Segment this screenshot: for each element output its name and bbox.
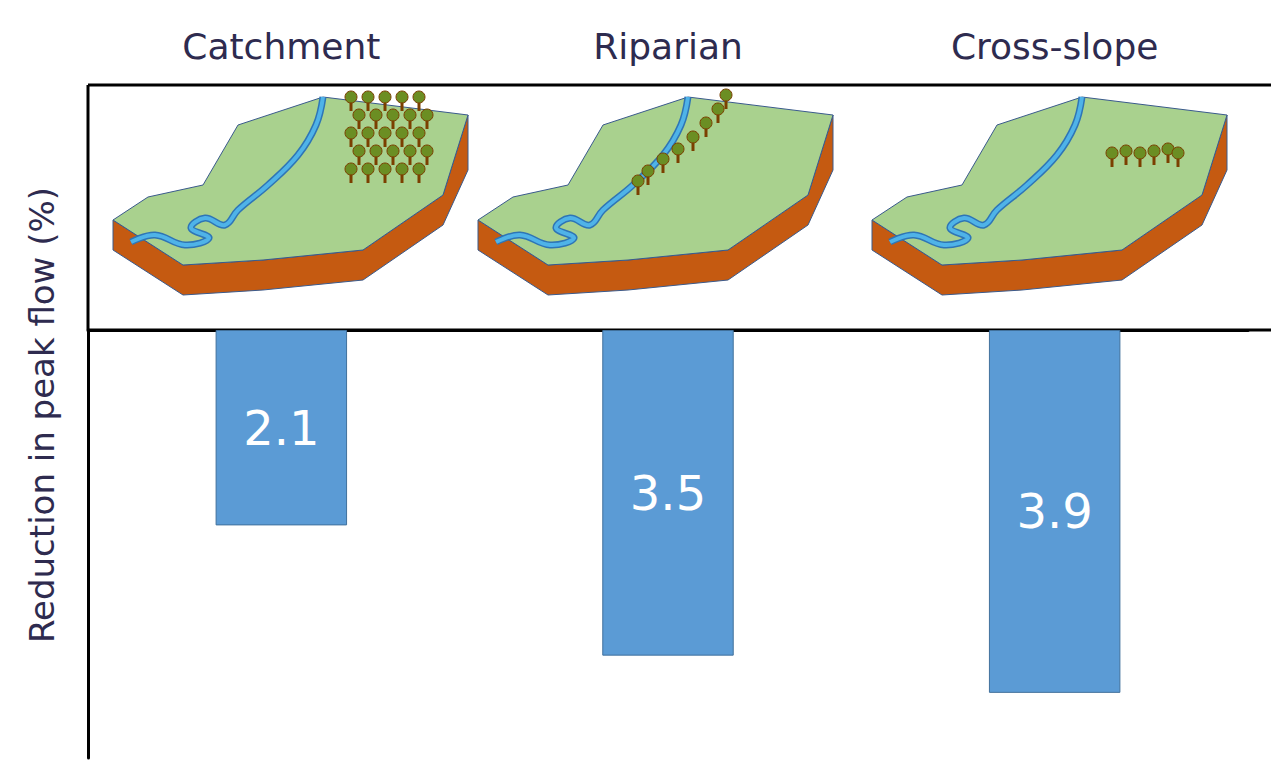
svg-text:Riparian: Riparian — [593, 26, 743, 67]
svg-text:Catchment: Catchment — [182, 26, 380, 67]
svg-text:2.1: 2.1 — [243, 400, 319, 456]
svg-text:3.5: 3.5 — [630, 465, 706, 521]
svg-text:3.9: 3.9 — [1016, 483, 1092, 539]
svg-text:Cross-slope: Cross-slope — [951, 26, 1158, 67]
svg-text:Reduction in peak flow (%): Reduction in peak flow (%) — [22, 187, 62, 643]
